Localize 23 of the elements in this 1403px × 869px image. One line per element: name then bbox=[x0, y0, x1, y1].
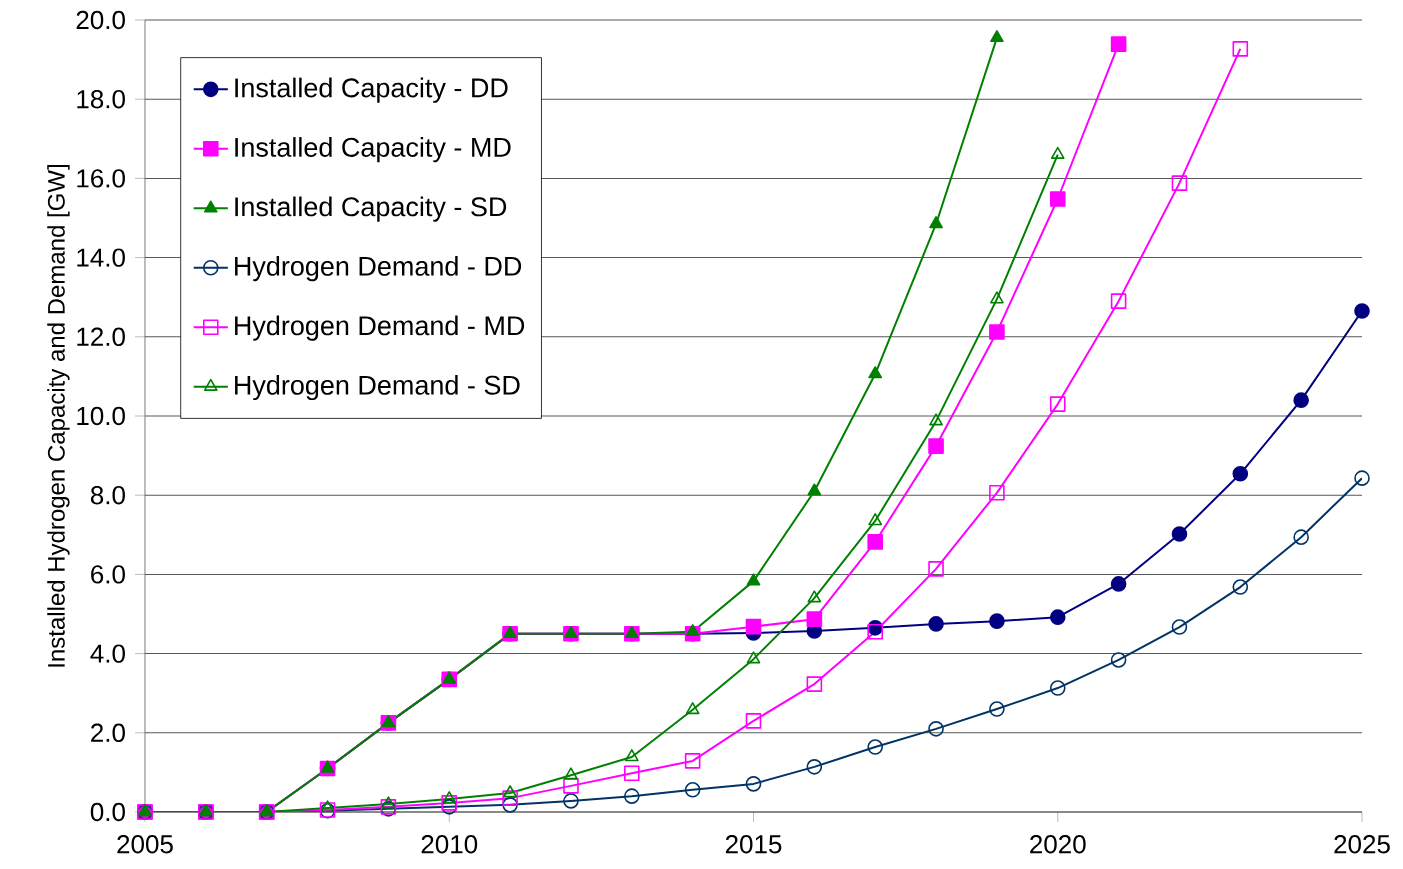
legend-label: Hydrogen Demand - DD bbox=[235, 256, 522, 282]
y-axis-title: Installed Hydrogen Capacity and Demand [GW] bbox=[47, 165, 70, 667]
legend-label: Hydrogen Demand - SD bbox=[235, 374, 520, 401]
x-tick-label: 2005 bbox=[117, 835, 173, 854]
legend-label: Installed Capacity - MD bbox=[235, 137, 511, 163]
y-tick-label: 6.0 bbox=[91, 565, 125, 584]
y-tick-label: 10.0 bbox=[77, 406, 125, 426]
y-tick-label: 20.0 bbox=[76, 10, 125, 30]
y-tick-label: 2.0 bbox=[91, 723, 125, 742]
y-tick-label: 14.0 bbox=[77, 248, 125, 267]
legend-label: Installed Capacity - DD bbox=[235, 77, 508, 103]
y-tick-label: 4.0 bbox=[90, 644, 125, 663]
legend-label: Hydrogen Demand - MD bbox=[235, 315, 525, 341]
y-tick-label: 18.0 bbox=[77, 89, 125, 109]
x-tick-label: 2020 bbox=[1030, 835, 1086, 854]
x-tick-label: 2015 bbox=[725, 835, 782, 854]
y-tick-label: 16.0 bbox=[77, 169, 125, 188]
legend-label: Installed Capacity - SD bbox=[235, 196, 507, 222]
x-tick-label: 2025 bbox=[1334, 835, 1390, 854]
x-tick-label: 2010 bbox=[421, 835, 478, 854]
y-tick-label: 0.0 bbox=[90, 802, 125, 822]
y-tick-label: 12.0 bbox=[77, 327, 125, 346]
y-tick-label: 8.0 bbox=[90, 485, 125, 505]
